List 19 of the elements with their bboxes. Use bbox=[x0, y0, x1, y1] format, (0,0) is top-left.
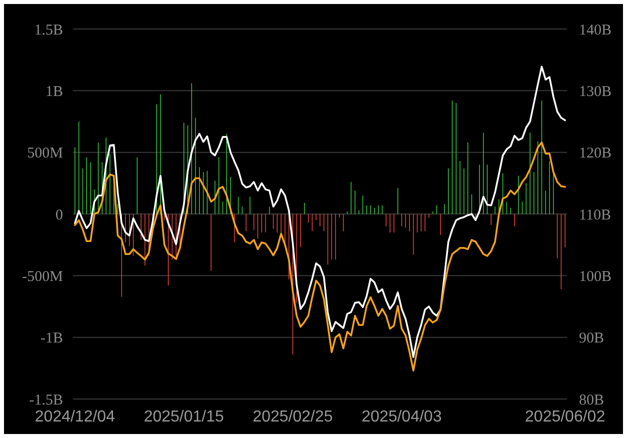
y-tick-label: -1.5B bbox=[29, 392, 63, 408]
y-tick-label: 1B bbox=[45, 84, 63, 100]
x-tick-label: 2025/01/15 bbox=[144, 408, 224, 426]
y-tick-label: 1.5B bbox=[34, 22, 63, 38]
x-tick-label: 2025/02/25 bbox=[252, 408, 333, 426]
y-tick-label: -1B bbox=[40, 330, 63, 347]
y2-tick-label: 130B bbox=[579, 84, 612, 100]
y2-tick-label: 120B bbox=[579, 146, 612, 162]
x-tick-label: 2024/12/04 bbox=[34, 408, 116, 426]
y2-tick-label: 90B bbox=[579, 330, 604, 347]
y-tick-label: -500M bbox=[22, 268, 63, 285]
y2-tick-label: 110B bbox=[579, 207, 611, 224]
y2-tick-label: 100B bbox=[579, 268, 612, 285]
x-tick-label: 2025/06/02 bbox=[525, 408, 606, 426]
y2-tick-label: 140B bbox=[579, 22, 612, 38]
y-tick-label: 500M bbox=[27, 146, 63, 162]
y2-tick-label: 80B bbox=[579, 392, 604, 408]
x-tick-label: 2025/04/03 bbox=[362, 408, 442, 426]
y-tick-label: 0 bbox=[56, 207, 63, 224]
